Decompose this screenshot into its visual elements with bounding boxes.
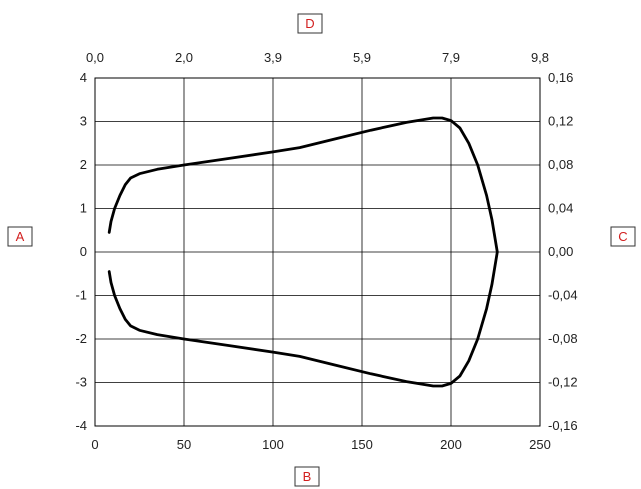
grid: [95, 78, 540, 426]
x-bottom-tick-label: 250: [529, 437, 551, 452]
axis-label-right-box: C: [610, 226, 636, 247]
y-right-tick-label: -0,08: [548, 331, 578, 346]
y-left-tick-label: 1: [80, 201, 87, 216]
x-bottom-tick-label: 200: [440, 437, 462, 452]
y-left-tick-label: -4: [75, 418, 87, 433]
y-left-tick-label: -3: [75, 375, 87, 390]
y-right-tick-label: -0,12: [548, 375, 578, 390]
x-top-tick-label: 9,8: [531, 50, 549, 65]
y-left-tick-label: -2: [75, 331, 87, 346]
x-top-tick-label: 5,9: [353, 50, 371, 65]
axis-label-top-box: D: [297, 13, 323, 34]
y-right-tick-label: 0,12: [548, 114, 573, 129]
y-right-tick-label: 0,00: [548, 244, 573, 259]
x-top-tick-label: 2,0: [175, 50, 193, 65]
axis-label-right: C: [618, 229, 627, 244]
y-left-tick-label: -1: [75, 288, 87, 303]
y-left-tick-label: 4: [80, 70, 87, 85]
y-right-tick-label: -0,04: [548, 288, 578, 303]
y-right-tick-label: 0,16: [548, 70, 573, 85]
axis-label-top: D: [305, 16, 314, 31]
y-right-tick-label: 0,04: [548, 201, 573, 216]
y-right-tick-label: -0,16: [548, 418, 578, 433]
y-right-tick-label: 0,08: [548, 157, 573, 172]
axis-label-bottom-box: B: [294, 466, 320, 487]
x-top-tick-label: 3,9: [264, 50, 282, 65]
axis-label-left: A: [16, 229, 25, 244]
x-bottom-tick-label: 100: [262, 437, 284, 452]
x-bottom-tick-label: 150: [351, 437, 373, 452]
x-top-tick-label: 7,9: [442, 50, 460, 65]
x-top-tick-label: 0,0: [86, 50, 104, 65]
axis-label-left-box: A: [7, 226, 33, 247]
axis-label-bottom: B: [303, 469, 312, 484]
y-left-tick-label: 0: [80, 244, 87, 259]
x-bottom-tick-label: 0: [91, 437, 98, 452]
tick-labels: 0 50 100 150 200 250 0,0 2,0 3,9 5,9 7,9 9,8 4 3 2 1 0 -1…: [75, 50, 577, 452]
y-left-tick-label: 2: [80, 157, 87, 172]
series-curve: [107, 116, 499, 388]
y-left-tick-label: 3: [80, 114, 87, 129]
x-bottom-tick-label: 50: [177, 437, 191, 452]
